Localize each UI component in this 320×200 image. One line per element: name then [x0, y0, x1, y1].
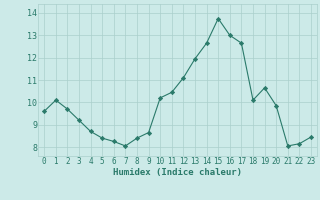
X-axis label: Humidex (Indice chaleur): Humidex (Indice chaleur)	[113, 168, 242, 177]
